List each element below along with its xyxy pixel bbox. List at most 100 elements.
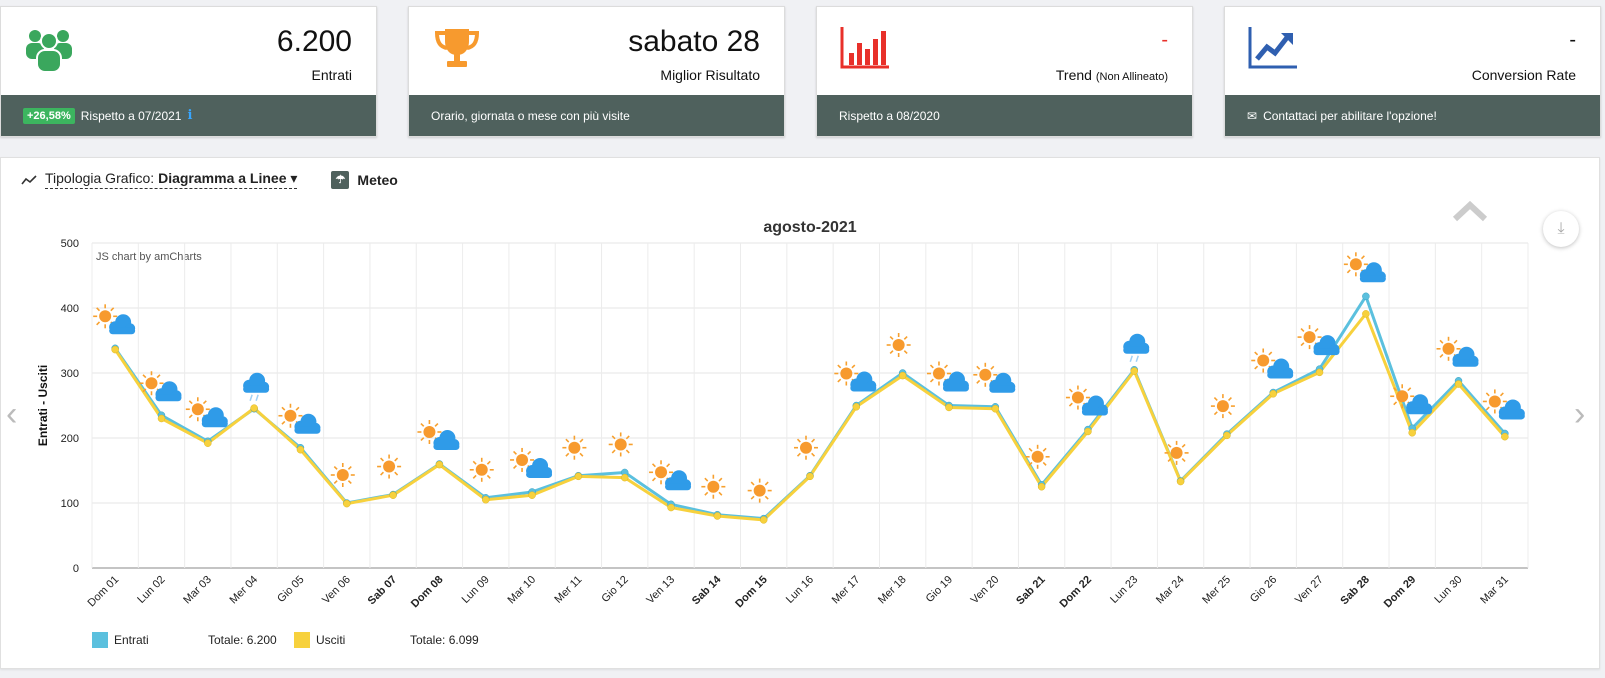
- data-point[interactable]: [250, 404, 258, 412]
- caret-down-icon: ▾: [290, 170, 298, 186]
- sun-ray: [1042, 461, 1047, 466]
- data-point[interactable]: [806, 472, 814, 481]
- sun-ray: [811, 452, 816, 457]
- data-point[interactable]: [1084, 427, 1092, 436]
- data-point[interactable]: [1454, 380, 1463, 388]
- data-point[interactable]: [1408, 429, 1416, 437]
- sun-ray: [837, 364, 842, 369]
- x-tick-label: Sab 07: [366, 574, 400, 608]
- data-point[interactable]: [852, 403, 861, 411]
- x-tick-label: Ven 27: [1293, 574, 1326, 607]
- meteo-toggle[interactable]: ☂ Meteo: [331, 170, 398, 189]
- sun-disc: [614, 438, 627, 451]
- cloud-base: [989, 385, 1016, 393]
- sun-ray: [565, 452, 570, 457]
- footer-text: Orario, giornata o mese con più visite: [431, 108, 630, 123]
- data-point[interactable]: [1176, 477, 1185, 486]
- sun-ray: [718, 491, 723, 496]
- sun-ray: [1300, 328, 1305, 333]
- entrati-value: 6.200: [276, 25, 352, 58]
- cloud-base: [1406, 407, 1433, 415]
- entrati-label: Entrati: [311, 67, 352, 83]
- data-point[interactable]: [991, 405, 1000, 413]
- sun-ray: [651, 463, 656, 468]
- trend-label-note: (Non Allineato): [1095, 71, 1168, 83]
- cloud-base: [294, 426, 321, 434]
- sun-ray: [380, 471, 385, 476]
- trend-value: -: [1161, 29, 1168, 51]
- sun-ray: [837, 378, 842, 383]
- data-point[interactable]: [945, 403, 953, 412]
- data-point[interactable]: [1501, 432, 1509, 441]
- rain-drop: [1135, 355, 1139, 362]
- legend-usciti[interactable]: Usciti Totale: 6.099: [294, 632, 479, 648]
- legend-total-usciti: Totale: 6.099: [410, 633, 479, 647]
- data-point[interactable]: [898, 371, 907, 380]
- sun-icon: [747, 478, 772, 503]
- sun-ray: [1167, 443, 1172, 448]
- data-point[interactable]: [759, 516, 768, 524]
- sun-disc: [99, 310, 112, 323]
- data-point[interactable]: [343, 499, 351, 508]
- data-point[interactable]: [481, 496, 490, 504]
- data-point[interactable]: [1269, 390, 1277, 398]
- sun-ray: [1300, 342, 1305, 347]
- cloud-base: [433, 443, 460, 450]
- chart-panel: Tipologia Grafico: Diagramma a Linee ▾ ☂…: [0, 157, 1600, 669]
- chart-type-dropdown[interactable]: Tipologia Grafico: Diagramma a Linee ▾: [45, 170, 298, 189]
- card-footer: +26,58% Rispetto a 07/2021 i: [1, 95, 376, 136]
- data-point[interactable]: [528, 491, 536, 499]
- scroll-up-icon[interactable]: [1452, 200, 1488, 222]
- x-tick-label: Mar 24: [1154, 574, 1187, 607]
- data-point[interactable]: [389, 491, 397, 499]
- next-arrow-icon[interactable]: ›: [1574, 395, 1586, 433]
- data-point[interactable]: [1037, 483, 1046, 491]
- data-point[interactable]: [620, 473, 629, 482]
- sun-ray: [434, 422, 439, 427]
- data-point[interactable]: [296, 445, 305, 454]
- data-point[interactable]: [1315, 368, 1324, 377]
- data-point[interactable]: [435, 460, 444, 469]
- footer-text[interactable]: Contattaci per abilitare l'opzione!: [1263, 108, 1437, 123]
- data-point[interactable]: [713, 512, 722, 520]
- data-point[interactable]: [111, 345, 119, 354]
- sun-ray: [625, 449, 630, 454]
- sun-ray: [527, 450, 532, 455]
- y-tick-label: 100: [61, 498, 79, 510]
- x-tick-label: Dom 22: [1057, 574, 1094, 611]
- chart-title: agosto-2021: [763, 219, 856, 236]
- sun-ray: [579, 452, 584, 457]
- download-icon: ⤓: [1557, 220, 1565, 237]
- x-tick-label: Ven 13: [644, 574, 677, 607]
- y-tick-label: 200: [61, 433, 79, 445]
- sun-ray: [718, 477, 723, 482]
- data-point[interactable]: [1362, 292, 1370, 301]
- x-tick-label: Mar 03: [181, 574, 214, 607]
- legend-entrati[interactable]: Entrati Totale: 6.200: [92, 632, 277, 648]
- download-button[interactable]: ⤓: [1543, 211, 1579, 247]
- partly-cloudy-icon: [417, 420, 460, 450]
- sun-disc: [1071, 391, 1084, 404]
- sun-disc: [1488, 395, 1501, 408]
- data-point[interactable]: [157, 414, 166, 423]
- sun-ray: [811, 438, 816, 443]
- card-footer: ✉ Contattaci per abilitare l'opzione!: [1225, 95, 1600, 136]
- cloud-base: [1359, 275, 1386, 283]
- sun-ray: [188, 414, 193, 419]
- sun-ray: [380, 457, 385, 462]
- sun-ray: [565, 438, 570, 443]
- data-point[interactable]: [574, 472, 583, 481]
- sun-ray: [796, 438, 801, 443]
- rain-drop: [1129, 355, 1133, 362]
- data-point[interactable]: [1130, 367, 1139, 375]
- sun-ray: [1485, 406, 1490, 411]
- sun-ray: [142, 388, 147, 393]
- data-point[interactable]: [204, 439, 212, 447]
- sun-ray: [1346, 255, 1351, 260]
- info-icon[interactable]: i: [187, 108, 193, 123]
- sun-icon: [794, 435, 818, 460]
- data-point[interactable]: [1223, 431, 1231, 440]
- data-point[interactable]: [667, 503, 675, 512]
- prev-arrow-icon[interactable]: ‹: [6, 395, 18, 433]
- data-point[interactable]: [1362, 310, 1370, 318]
